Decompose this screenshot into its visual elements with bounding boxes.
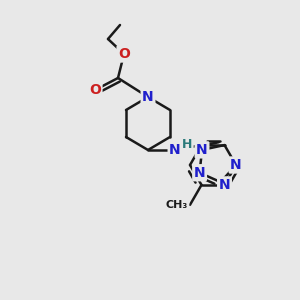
Text: N: N — [169, 143, 181, 157]
Text: N: N — [194, 166, 206, 180]
Text: CH₃: CH₃ — [166, 200, 188, 210]
Text: O: O — [89, 83, 101, 97]
Text: N: N — [142, 90, 154, 104]
Text: O: O — [118, 47, 130, 61]
Text: N: N — [196, 143, 208, 157]
Text: N: N — [219, 178, 230, 192]
Text: H: H — [182, 139, 192, 152]
Text: N: N — [230, 158, 242, 172]
